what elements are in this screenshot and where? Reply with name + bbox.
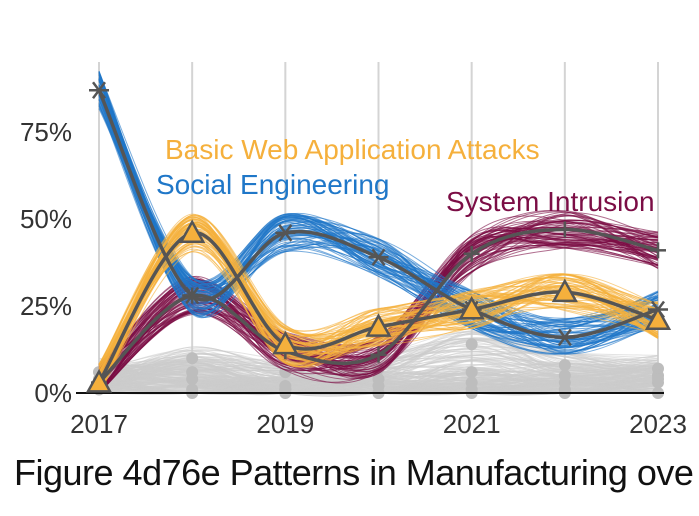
- figure-caption: Figure 4d76e Patterns in Manufacturing o…: [14, 452, 694, 493]
- data-point-plus: [556, 221, 573, 238]
- series-sample-line: [98, 78, 659, 347]
- background-series-marker: [465, 366, 478, 379]
- asterisk-stroke: [371, 248, 386, 267]
- data-point-asterisk: [182, 286, 203, 305]
- data-point-triangle: [272, 330, 299, 355]
- series-sample-line: [98, 94, 659, 333]
- background-series-marker: [558, 359, 571, 372]
- series-sample-line: [98, 241, 659, 394]
- series-sample-line: [98, 226, 659, 384]
- x-tick-label: 2023: [629, 409, 687, 439]
- background-series-marker: [186, 352, 199, 365]
- x-tick-label: 2017: [70, 409, 128, 439]
- x-tick-label: 2019: [256, 409, 314, 439]
- background-series-marker: [465, 376, 478, 389]
- series-markers: [85, 81, 672, 393]
- background-series-marker: [372, 380, 385, 393]
- data-point-triangle: [179, 219, 206, 243]
- data-point-asterisk: [368, 248, 389, 267]
- background-series-marker: [465, 338, 478, 351]
- y-axis-ticks: 0% 25% 50% 75%: [20, 117, 72, 408]
- background-series-marker: [558, 376, 571, 389]
- y-tick-label: 0%: [34, 378, 72, 408]
- y-tick-label: 75%: [20, 117, 72, 147]
- data-point-triangle: [644, 306, 672, 330]
- y-tick-label: 25%: [20, 291, 72, 321]
- x-tick-label: 2021: [443, 409, 501, 439]
- background-series-marker: [652, 373, 664, 386]
- series-sample-line: [98, 94, 659, 343]
- data-point-triangle: [551, 278, 578, 303]
- series-sample-line: [98, 222, 659, 371]
- data-point-asterisk: [275, 224, 296, 242]
- data-point-plus: [370, 346, 387, 363]
- series-labels: Basic Web Application Attacks Social Engi…: [156, 134, 655, 217]
- data-point-triangle: [365, 313, 392, 337]
- data-point-asterisk: [554, 328, 575, 347]
- background-series-marker: [186, 366, 199, 379]
- series-label: Basic Web Application Attacks: [165, 134, 540, 165]
- chart: 0% 25% 50% 75% 2017 2019 2021 2023 Basic Web A…: [20, 62, 687, 439]
- data-point-triangle: [458, 295, 485, 320]
- data-point-triangle: [85, 368, 113, 393]
- series-label: Social Engineering: [156, 169, 390, 200]
- asterisk-stroke: [278, 224, 293, 242]
- x-axis-ticks: 2017 2019 2021 2023: [70, 409, 687, 439]
- asterisk-stroke: [185, 286, 200, 305]
- series-label: System Intrusion: [446, 186, 655, 217]
- asterisk-stroke: [92, 81, 106, 99]
- data-point-plus: [650, 242, 666, 259]
- data-point-asterisk: [89, 81, 109, 99]
- data-point-plus: [463, 245, 480, 262]
- background-series-marker: [279, 380, 292, 393]
- y-tick-label: 50%: [20, 204, 72, 234]
- asterisk-stroke: [557, 328, 572, 347]
